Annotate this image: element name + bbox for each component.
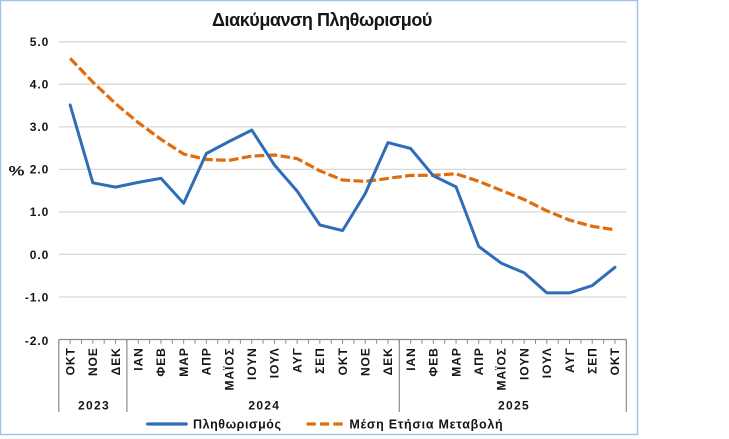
svg-text:%: % (9, 164, 25, 179)
svg-text:ΑΥΓ: ΑΥΓ (290, 347, 304, 373)
svg-text:ΦΕΒ: ΦΕΒ (427, 347, 441, 376)
svg-text:2024: 2024 (248, 399, 280, 413)
svg-text:ΙΟΥΝ: ΙΟΥΝ (517, 347, 531, 380)
svg-text:2025: 2025 (498, 399, 530, 413)
svg-text:ΟΚΤ: ΟΚΤ (608, 347, 622, 375)
svg-text:ΝΟΕ: ΝΟΕ (86, 347, 100, 376)
svg-text:ΔΕΚ: ΔΕΚ (109, 347, 123, 375)
svg-text:-2.0: -2.0 (25, 334, 49, 348)
svg-text:ΝΟΕ: ΝΟΕ (358, 347, 372, 376)
svg-text:ΦΕΒ: ΦΕΒ (154, 347, 168, 376)
svg-text:ΑΠΡ: ΑΠΡ (472, 347, 486, 375)
svg-text:ΜΑΪΟΣ: ΜΑΪΟΣ (221, 347, 236, 390)
svg-text:1.0: 1.0 (30, 205, 49, 219)
svg-text:ΟΚΤ: ΟΚΤ (336, 347, 350, 375)
svg-text:2023: 2023 (78, 399, 110, 413)
svg-text:Διακύμανση Πληθωρισμού: Διακύμανση Πληθωρισμού (212, 10, 432, 30)
svg-text:ΙΟΥΛ: ΙΟΥΛ (268, 347, 282, 378)
svg-text:ΙΑΝ: ΙΑΝ (404, 347, 418, 371)
svg-text:ΙΟΥΝ: ΙΟΥΝ (245, 347, 259, 380)
svg-text:3.0: 3.0 (30, 120, 49, 134)
svg-text:ΑΠΡ: ΑΠΡ (200, 347, 214, 375)
svg-text:Μέση Ετήσια Μεταβολή: Μέση Ετήσια Μεταβολή (349, 418, 503, 432)
svg-text:2.0: 2.0 (30, 163, 49, 177)
svg-text:ΙΑΝ: ΙΑΝ (131, 347, 145, 371)
svg-text:ΔΕΚ: ΔΕΚ (381, 347, 395, 375)
svg-text:ΜΑΪΟΣ: ΜΑΪΟΣ (494, 347, 509, 390)
svg-text:4.0: 4.0 (30, 78, 49, 92)
svg-text:-1.0: -1.0 (25, 290, 49, 304)
svg-text:5.0: 5.0 (30, 35, 49, 49)
svg-text:ΑΥΓ: ΑΥΓ (563, 347, 577, 373)
svg-text:ΣΕΠ: ΣΕΠ (585, 347, 599, 374)
svg-text:ΙΟΥΛ: ΙΟΥΛ (540, 347, 554, 378)
svg-text:ΟΚΤ: ΟΚΤ (63, 347, 77, 375)
svg-text:ΜΑΡ: ΜΑΡ (449, 347, 463, 377)
svg-text:ΣΕΠ: ΣΕΠ (313, 347, 327, 374)
svg-text:0.0: 0.0 (30, 248, 49, 262)
svg-text:ΜΑΡ: ΜΑΡ (177, 347, 191, 377)
svg-text:Πληθωρισμός: Πληθωρισμός (193, 418, 282, 432)
